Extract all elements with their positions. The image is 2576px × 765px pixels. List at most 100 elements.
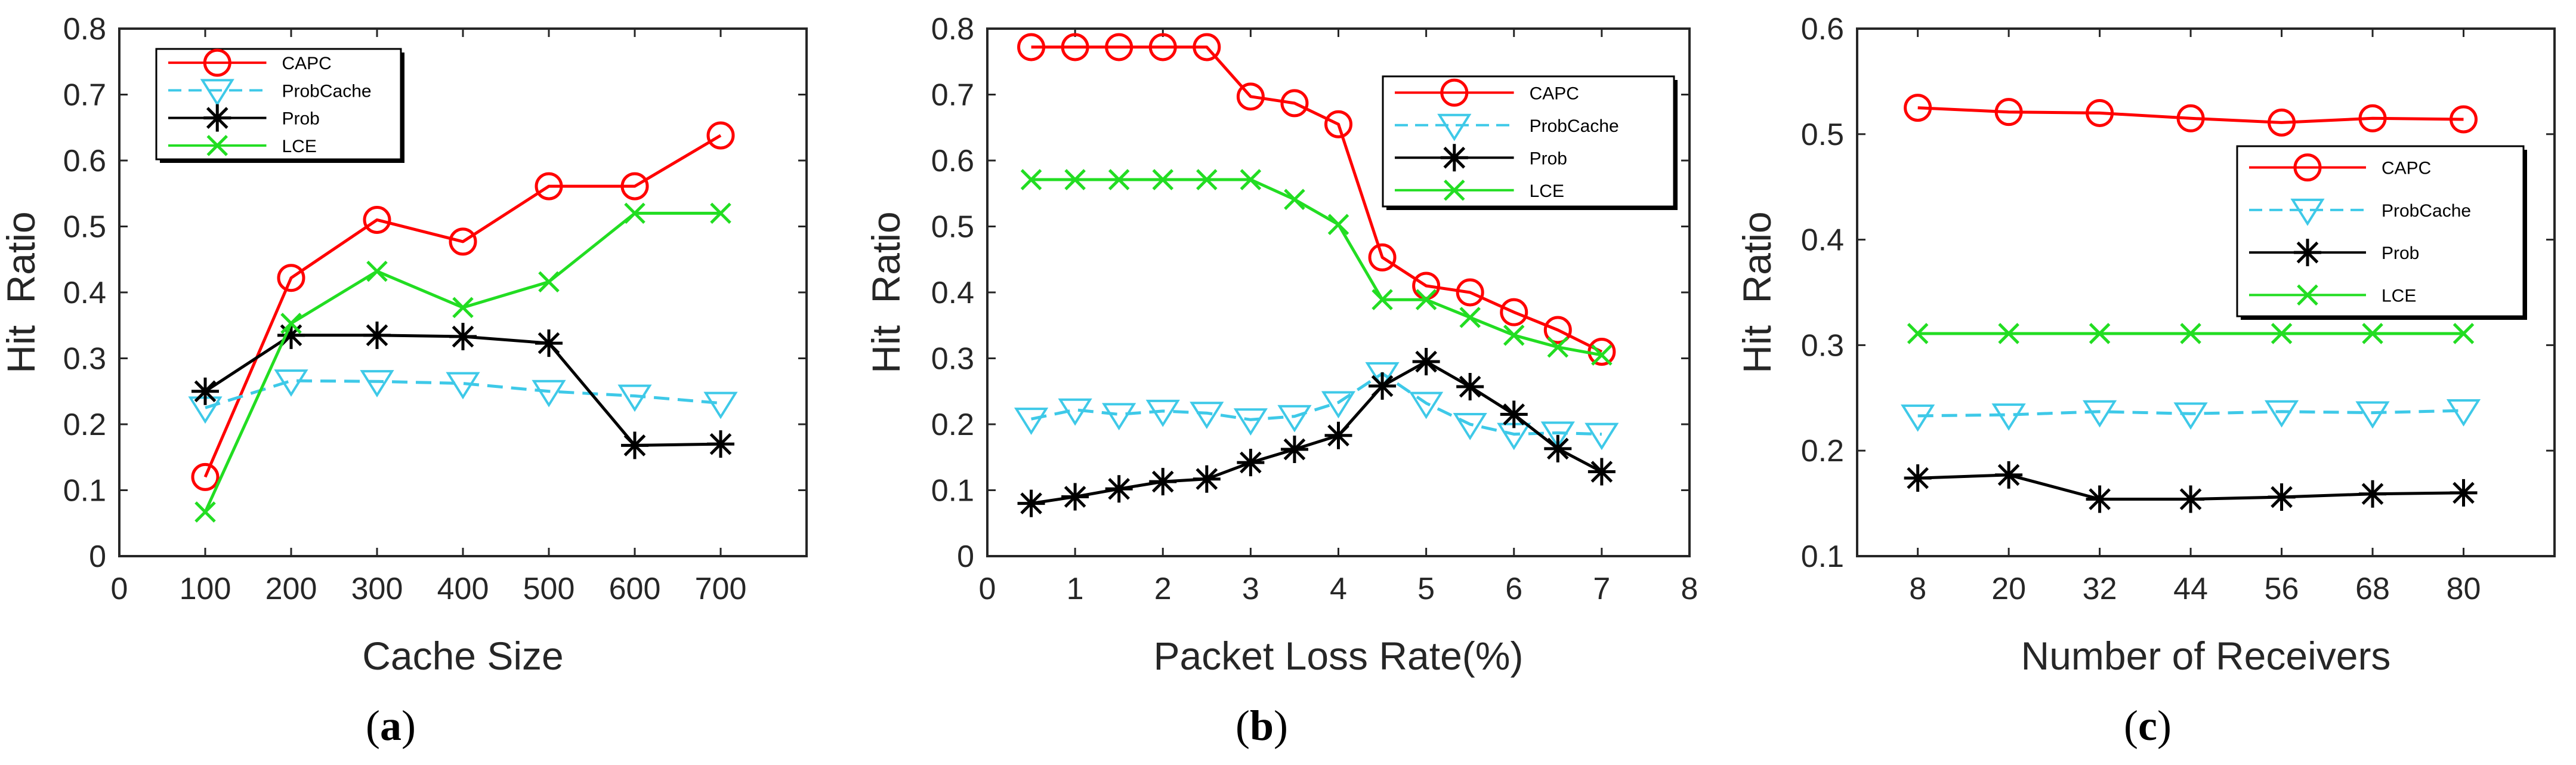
legend-marker-prob — [203, 104, 231, 132]
data-point-probcache — [1540, 421, 1575, 449]
data-point-probcache — [1233, 408, 1268, 436]
data-point-prob — [2086, 485, 2114, 513]
data-point-prob — [277, 321, 305, 349]
y-tick-label: 0.2 — [931, 408, 974, 442]
y-tick-label: 0.6 — [63, 144, 106, 178]
data-point-probcache — [617, 384, 652, 412]
data-point-lce — [2453, 323, 2475, 344]
data-point-lce — [1907, 323, 1929, 344]
data-point-lce — [1415, 289, 1437, 310]
y-axis-label: Hit Ratio — [0, 211, 43, 373]
data-point-prob — [1105, 475, 1133, 503]
legend-marker-prob — [2294, 239, 2321, 267]
data-point-capc — [191, 462, 220, 491]
data-point-capc — [1280, 89, 1309, 118]
series-line-capc — [1917, 106, 2464, 124]
caption-c: (c) — [2124, 702, 2172, 749]
data-point-probcache — [1145, 399, 1180, 427]
y-tick-label: 0.5 — [63, 210, 106, 245]
data-point-lce — [2271, 323, 2293, 344]
data-point-probcache — [360, 370, 394, 397]
data-point-probcache — [2173, 402, 2208, 430]
data-point-lce — [194, 501, 216, 523]
y-tick-label: 0 — [89, 539, 106, 574]
series-capc — [191, 121, 735, 491]
data-point-lce — [1064, 169, 1086, 190]
x-tick-label: 700 — [695, 572, 747, 606]
x-axis-label: Packet Loss Rate(%) — [1154, 634, 1524, 678]
y-tick-label: 0.3 — [931, 342, 974, 377]
data-point-capc — [1324, 110, 1352, 138]
data-point-lce — [710, 202, 731, 224]
data-point-prob — [1324, 421, 1352, 449]
legend-label-capc: CAPC — [1530, 84, 1579, 103]
data-point-probcache — [1584, 422, 1619, 451]
y-tick-label: 0.3 — [63, 342, 106, 377]
data-point-probcache — [2355, 401, 2390, 429]
legend-marker-capc — [2293, 153, 2322, 182]
x-tick-label: 80 — [2447, 572, 2481, 606]
legend-marker-lce — [206, 135, 228, 156]
data-point-capc — [1543, 316, 1572, 344]
data-point-capc — [1904, 94, 1932, 122]
chart-c: 8 20 32 44 56 68 80 0.1 0.2 0.3 0.4 0.5 0.6 Number of… — [1735, 12, 2556, 678]
y-axis-label: Hit Ratio — [1735, 211, 1779, 373]
legend-label-lce: LCE — [1530, 181, 1564, 201]
data-point-lce — [2089, 323, 2111, 344]
y-tick-label: 0.4 — [1801, 223, 1844, 258]
legend-label-lce: LCE — [2382, 286, 2416, 306]
legend-marker-probcache — [200, 79, 234, 107]
data-point-prob — [191, 377, 219, 405]
x-tick-label: 68 — [2355, 572, 2390, 606]
data-point-prob — [1280, 435, 1308, 463]
x-tick-label: 400 — [437, 572, 489, 606]
y-tick-label: 0.6 — [1801, 12, 1844, 47]
data-point-lce — [1372, 289, 1393, 310]
caption-a-letter: a — [380, 702, 401, 749]
y-tick-label: 0.1 — [63, 474, 106, 508]
data-point-probcache — [1102, 403, 1136, 431]
data-point-lce — [1591, 344, 1613, 366]
data-point-lce — [280, 313, 302, 334]
svg-text:(b): (b) — [1236, 702, 1288, 749]
data-point-capc — [620, 172, 649, 200]
legend-c: CAPC ProbCache Prob LCE — [2236, 145, 2527, 320]
data-point-prob — [1237, 449, 1265, 477]
data-point-probcache — [1190, 402, 1224, 429]
legend-label-capc: CAPC — [2382, 159, 2431, 178]
series-prob — [191, 321, 734, 459]
x-tick-label: 100 — [180, 572, 231, 606]
series-lce — [1020, 169, 1613, 366]
data-point-lce — [1284, 189, 1305, 210]
x-tick-label: 4 — [1330, 572, 1347, 606]
data-point-lce — [538, 271, 560, 293]
data-point-prob — [2268, 483, 2296, 511]
legend-label-prob: Prob — [1530, 149, 1567, 168]
x-tick-label: 600 — [609, 572, 661, 606]
x-tick-label: 44 — [2173, 572, 2208, 606]
data-point-lce — [1196, 169, 1218, 190]
data-point-prob — [1456, 373, 1484, 401]
data-point-probcache — [1321, 391, 1356, 419]
data-point-capc — [1368, 243, 1397, 272]
svg-text:(a): (a) — [366, 702, 416, 749]
data-point-probcache — [446, 372, 480, 400]
data-point-lce — [1240, 169, 1262, 190]
caption-c-letter: c — [2138, 702, 2157, 749]
x-tick-label: 3 — [1242, 572, 1259, 606]
legend-label-prob: Prob — [282, 109, 320, 129]
data-point-probcache — [703, 391, 738, 419]
y-tick-label: 0.4 — [63, 276, 106, 310]
data-point-capc — [2268, 108, 2296, 137]
caption-b: (b) — [1236, 702, 1288, 749]
series-line-probcache — [1031, 372, 1602, 436]
data-point-capc — [1994, 98, 2023, 127]
caption-b-open: ( — [1236, 702, 1250, 749]
data-point-probcache — [274, 369, 308, 397]
caption-a-close: ) — [401, 702, 416, 749]
data-point-prob — [2450, 479, 2478, 507]
series-line-capc — [203, 134, 722, 478]
data-point-capc — [1236, 82, 1265, 111]
